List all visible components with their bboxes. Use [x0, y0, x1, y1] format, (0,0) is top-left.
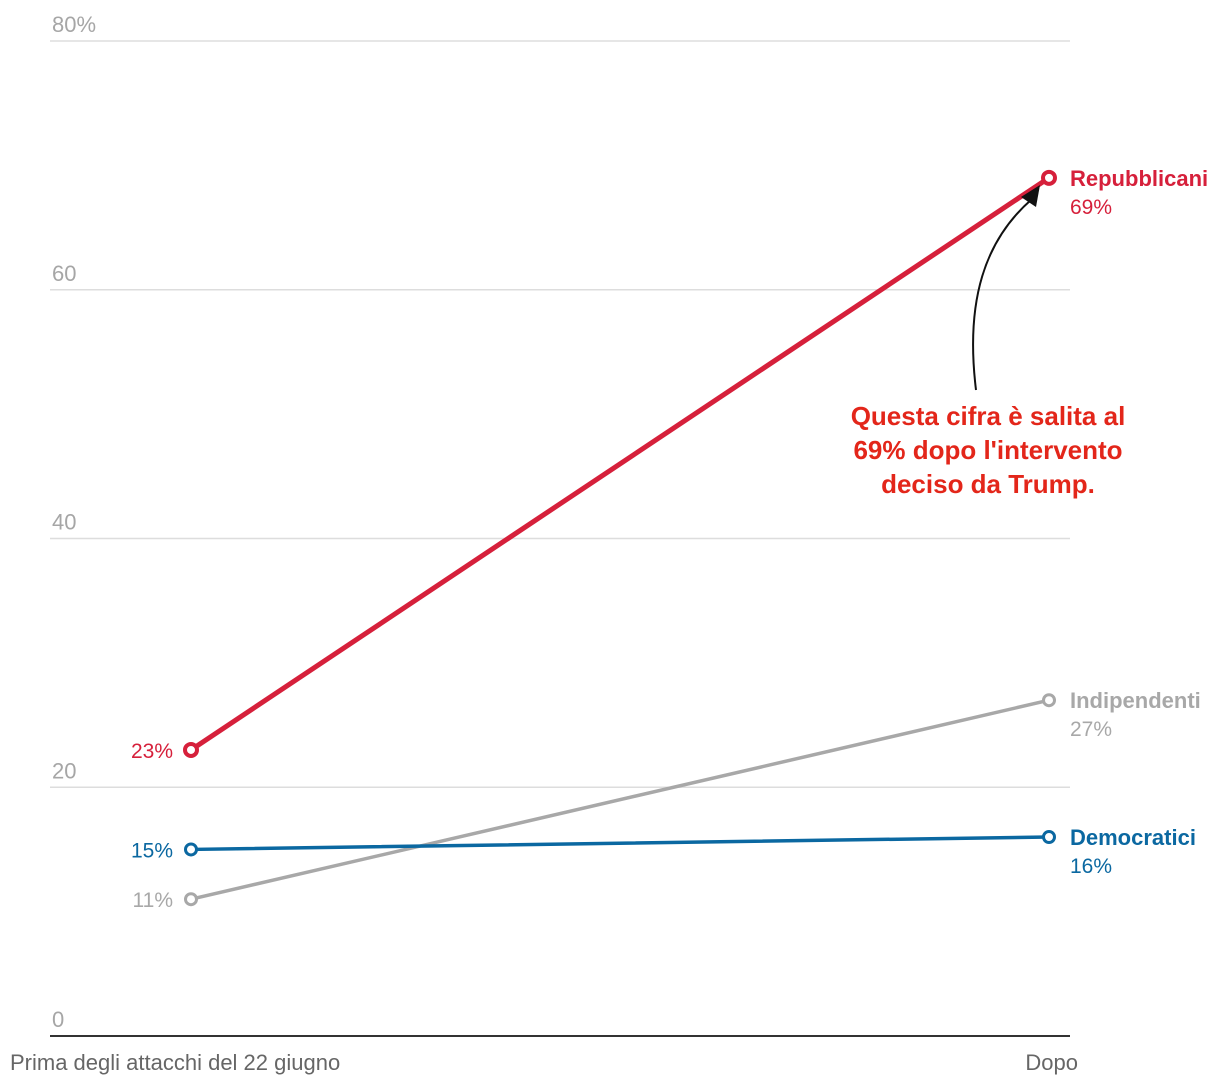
annotation-arrow-head [1021, 185, 1040, 207]
series-name-label-democratici: Democratici [1070, 825, 1196, 850]
value-label-democratici-after: 16% [1070, 855, 1112, 878]
point-democratici-after [1042, 830, 1056, 844]
series-indipendenti: 11% Indipendenti 27% [133, 688, 1201, 912]
annotation-line-3: deciso da Trump. [881, 469, 1095, 499]
y-tick-label-0: 0 [52, 1007, 64, 1032]
value-label-indipendenti-after: 27% [1070, 718, 1112, 741]
x-axis-category-labels: Prima degli attacchi del 22 giugno Dopo [10, 1050, 1078, 1075]
series-line-indipendenti [189, 698, 1051, 901]
y-tick-label-80: 80% [52, 12, 96, 37]
y-tick-label-60: 60 [52, 261, 76, 286]
series-line-democratici [189, 835, 1051, 852]
point-indipendenti-before [184, 892, 198, 907]
point-repubblicani-after [1041, 169, 1057, 186]
x-category-label-before: Prima degli attacchi del 22 giugno [10, 1050, 340, 1075]
series-repubblicani: 23% Repubblicani 69% [131, 166, 1208, 763]
series-name-label-indipendenti: Indipendenti [1070, 688, 1201, 713]
point-indipendenti-after [1042, 693, 1056, 708]
value-label-repubblicani-after: 69% [1070, 196, 1112, 219]
value-label-indipendenti-before: 11% [133, 889, 173, 912]
point-democratici-before [184, 842, 198, 857]
annotation-line-1: Questa cifra è salita al [851, 401, 1126, 431]
y-axis-tick-labels: 0 20 40 60 80% [52, 12, 96, 1032]
y-tick-label-20: 20 [52, 758, 76, 783]
value-label-repubblicani-before: 23% [131, 740, 173, 763]
grid-lines [50, 40, 1070, 788]
point-repubblicani-before [183, 741, 199, 758]
x-category-label-after: Dopo [1025, 1050, 1078, 1075]
series-lines: 11% Indipendenti 27% 15% Democratici 16% 23% Re… [131, 166, 1208, 912]
series-line-repubblicani [188, 175, 1052, 753]
annotation-line-2: 69% dopo l'intervento [853, 435, 1122, 465]
series-name-label-repubblicani: Repubblicani [1070, 166, 1208, 191]
annotation: Questa cifra è salita al 69% dopo l'inter… [851, 185, 1126, 499]
series-democratici: 15% Democratici 16% [131, 825, 1196, 878]
annotation-arrow-line [972, 198, 1033, 391]
value-label-democratici-before: 15% [131, 839, 173, 862]
y-tick-label-40: 40 [52, 510, 76, 535]
